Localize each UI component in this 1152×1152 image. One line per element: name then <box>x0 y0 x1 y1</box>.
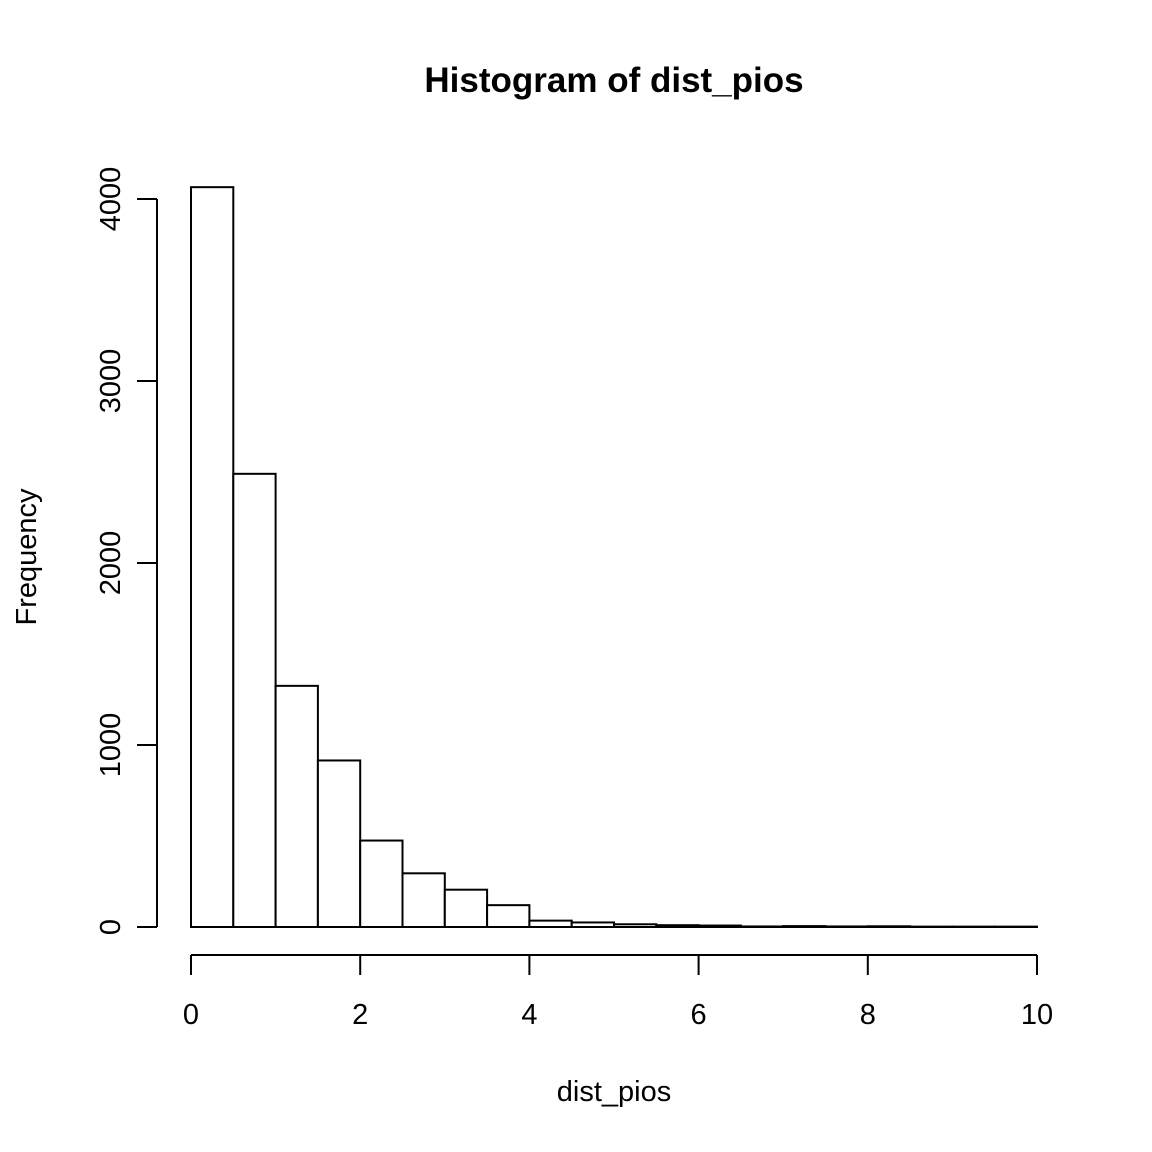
histogram-bar <box>232 472 277 928</box>
histogram-bar <box>443 888 489 929</box>
histogram-bar <box>274 684 319 928</box>
chart-title: Histogram of dist_pios <box>424 61 803 100</box>
x-tick-label: 2 <box>352 999 368 1031</box>
histogram-bar <box>570 921 616 929</box>
bars-group <box>190 186 1039 929</box>
histogram-bar <box>824 925 869 928</box>
histogram-bar <box>316 759 362 928</box>
x-tick-label: 8 <box>860 999 876 1031</box>
y-axis: 0 1000 2000 3000 4000 <box>95 167 158 935</box>
y-tick-label: 3000 <box>95 349 127 414</box>
histogram-bar <box>401 872 446 928</box>
x-tick-label: 6 <box>691 999 707 1031</box>
x-tick-label: 10 <box>1021 999 1053 1031</box>
histogram-bar <box>697 924 742 929</box>
x-axis-label: dist_pios <box>557 1076 671 1108</box>
y-tick-label: 4000 <box>95 167 127 232</box>
histogram-bar <box>739 925 785 928</box>
x-tick-label: 4 <box>521 999 537 1031</box>
histogram-bar <box>528 919 573 929</box>
histogram-bar <box>613 923 658 929</box>
histogram-bar <box>866 925 912 928</box>
y-tick-label: 0 <box>95 919 127 935</box>
histogram-bar <box>486 904 531 928</box>
histogram-bar <box>190 186 235 929</box>
y-tick-label: 2000 <box>95 531 127 596</box>
y-axis-label: Frequency <box>11 488 43 626</box>
y-tick-label: 1000 <box>95 713 127 778</box>
x-tick-label: 0 <box>183 999 199 1031</box>
histogram-bar <box>655 924 700 928</box>
histogram-bar <box>782 925 827 929</box>
histogram-bar <box>359 839 404 928</box>
x-axis: 0 2 4 6 8 10 <box>183 954 1053 1031</box>
